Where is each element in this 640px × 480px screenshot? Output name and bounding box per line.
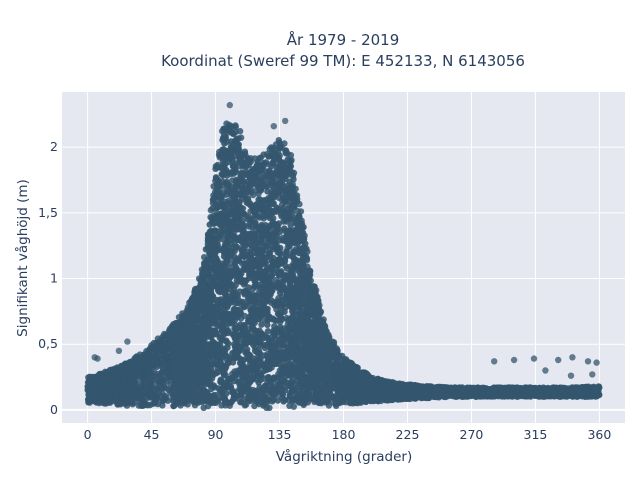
data-point xyxy=(114,384,121,392)
data-point xyxy=(383,395,391,402)
data-point xyxy=(243,401,250,408)
data-point xyxy=(333,358,341,365)
data-point xyxy=(162,384,170,392)
data-point xyxy=(153,354,160,362)
data-point xyxy=(334,352,341,359)
data-point xyxy=(137,395,144,403)
data-point xyxy=(286,402,293,409)
data-point xyxy=(347,399,354,406)
data-point xyxy=(133,353,140,360)
data-point xyxy=(123,384,130,391)
data-points xyxy=(84,101,603,411)
data-point xyxy=(123,365,130,372)
data-point xyxy=(164,397,172,404)
data-point xyxy=(146,387,153,394)
chart-title-line-2: Koordinat (Sweref 99 TM): E 452133, N 61… xyxy=(161,52,525,70)
data-point xyxy=(121,378,128,385)
data-point xyxy=(220,125,227,133)
data-point xyxy=(225,121,233,128)
data-point xyxy=(236,128,244,135)
data-point xyxy=(411,382,418,389)
data-point xyxy=(85,399,92,406)
data-point xyxy=(126,358,133,366)
data-point xyxy=(350,389,357,396)
data-point xyxy=(359,370,367,377)
data-point xyxy=(94,372,101,380)
data-point xyxy=(479,385,486,392)
data-point xyxy=(332,381,339,388)
data-point xyxy=(296,200,303,208)
data-point xyxy=(161,330,168,338)
data-point xyxy=(232,123,239,131)
data-point xyxy=(114,375,122,382)
data-point xyxy=(126,393,133,401)
data-point xyxy=(377,395,384,402)
data-point xyxy=(133,371,141,378)
chart-title-line-1: År 1979 - 2019 xyxy=(287,30,400,49)
data-point xyxy=(160,358,168,365)
data-point xyxy=(276,144,284,152)
data-point xyxy=(149,400,156,407)
data-point xyxy=(356,391,363,398)
data-point xyxy=(356,397,364,405)
